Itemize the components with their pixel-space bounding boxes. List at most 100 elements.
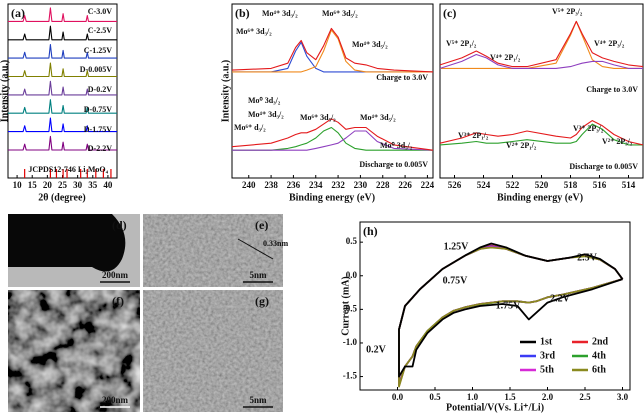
x-tick-label: 514 <box>622 180 636 190</box>
series-line <box>8 135 117 151</box>
series-line <box>8 44 117 59</box>
fringe-marker <box>237 238 274 260</box>
scale-label: 5nm <box>249 270 267 280</box>
scale-label: 5nm <box>249 395 267 405</box>
annotation: Mo⁶⁺ 3d₅/₂ <box>300 113 336 122</box>
scale-label: 200nm <box>102 395 129 405</box>
fringe-label: 0.33nm <box>263 239 288 248</box>
annotation: 1.25V <box>444 241 470 252</box>
x-tick-label: 526 <box>448 180 462 190</box>
y-tick-label: 0.0 <box>346 270 358 280</box>
y-axis-title: Intensity (a.u.) <box>0 60 10 123</box>
annotation: V²⁺ 2P₃/₂ <box>602 137 633 146</box>
tem-image <box>143 214 283 287</box>
legend-label: 3rd <box>540 350 555 361</box>
x-tick-label: 516 <box>593 180 607 190</box>
tem-overlay <box>143 214 283 287</box>
series-line <box>439 20 644 68</box>
y-tick-label: 0.5 <box>346 236 358 246</box>
series-line <box>8 7 117 22</box>
x-tick-label: 230 <box>354 180 368 190</box>
series-line <box>232 41 433 73</box>
annotation: V²⁺ 2P₁/₂ <box>506 141 537 150</box>
x-tick-label: 40 <box>103 180 113 190</box>
tem-particle <box>8 214 126 272</box>
annotation: Mo⁴⁺ 3d₃/₂ <box>248 110 284 119</box>
tem-image <box>8 290 140 412</box>
image-label: (f) <box>112 294 124 308</box>
annotation: V³⁺ 2P₁/₂ <box>458 131 489 140</box>
y-axis-title: Current (mA) <box>340 276 351 336</box>
x-tick-label: 238 <box>264 180 278 190</box>
x-tick-label: 522 <box>506 180 520 190</box>
series-line <box>398 242 624 378</box>
y-tick-label: -1.5 <box>343 371 358 381</box>
x-tick-label: 524 <box>477 180 491 190</box>
annotation: Mo⁰ 3d₅/₂ <box>380 141 413 150</box>
series-line <box>232 29 433 73</box>
image-label: (g) <box>255 294 269 308</box>
x-tick-label: 228 <box>376 180 390 190</box>
scale-label: 200nm <box>102 270 129 280</box>
x-tick-label: 234 <box>309 180 323 190</box>
series-line <box>8 117 117 133</box>
annotation: 2.2V <box>550 293 571 304</box>
x-axis-title: 2θ (degree) <box>38 192 86 203</box>
series-label: C-2.5V <box>88 26 112 35</box>
panel-label: (a) <box>11 6 25 20</box>
image-label: (e) <box>255 218 268 232</box>
x-axis-title: Potential/V(Vs. Li⁺/Li) <box>446 402 544 413</box>
x-tick-label: 30 <box>73 180 83 190</box>
series-label: D-2.2V <box>88 144 112 153</box>
annotation: Mo⁴⁺ 3d₃/₂ <box>262 9 298 18</box>
x-tick-label: 1.0 <box>467 392 479 402</box>
x-axis-title: Binding energy (eV) <box>497 192 583 203</box>
panel-label: (c) <box>443 6 456 20</box>
series-label: D-0.005V <box>80 65 112 74</box>
annotation: Charge to 3.0V <box>376 73 428 82</box>
x-tick-label: 224 <box>421 180 435 190</box>
annotation: Mo⁴⁺ 3d₅/₂ <box>360 113 396 122</box>
annotation: V⁴⁺ 2P₁/₂ <box>490 53 521 62</box>
x-tick-label: 226 <box>398 180 412 190</box>
annotation: Mo⁶⁺ 3d₅/₂ <box>322 9 358 18</box>
x-tick-label: 236 <box>287 180 301 190</box>
series-line <box>398 246 624 387</box>
annotation: V⁵⁺ 2P₃/₂ <box>552 7 583 16</box>
x-tick-label: 518 <box>564 180 578 190</box>
series-line <box>8 25 117 41</box>
annotation: Mo⁰ 3d₃/₂ <box>248 96 281 105</box>
x-tick-label: 2.0 <box>542 392 554 402</box>
x-tick-label: 2.5 <box>579 392 591 402</box>
legend-label: 5th <box>540 364 554 375</box>
series-line <box>231 118 434 151</box>
annotation: Mo⁶⁺ d₃/₂ <box>234 123 266 132</box>
tem-image <box>143 290 283 412</box>
annotation: Discharge to 0.005V <box>569 162 638 171</box>
series-line <box>398 246 624 387</box>
annotation: 0.2V <box>366 344 387 355</box>
plot-frame <box>231 3 434 179</box>
x-tick-label: 3.0 <box>617 392 629 402</box>
annotation: V⁴⁺ 2P₃/₂ <box>594 39 625 48</box>
x-tick-label: 232 <box>331 180 345 190</box>
legend-label: 6th <box>592 364 606 375</box>
legend-label: 1st <box>540 336 553 347</box>
legend-label: 2nd <box>592 336 609 347</box>
annotation: Mo⁴⁺ 3d₅/₂ <box>352 40 388 49</box>
series-line <box>440 20 643 69</box>
x-tick-label: 25 <box>58 180 68 190</box>
x-tick-label: 0.5 <box>429 392 441 402</box>
series-label: C-3.0V <box>88 7 112 16</box>
annotation: Mo⁶⁺ 3d₃/₂ <box>236 27 272 36</box>
reference-label: JCPDS12-746 Li₂MoO₄ <box>28 165 108 174</box>
annotation: Discharge to 0.005V <box>359 160 428 169</box>
annotation: V³⁺ 2P₃/₂ <box>573 124 604 133</box>
image-label: (d) <box>112 218 127 232</box>
x-tick-label: 35 <box>88 180 98 190</box>
x-tick-label: 20 <box>43 180 53 190</box>
series-line <box>439 120 644 146</box>
series-line <box>398 246 624 388</box>
x-tick-label: 15 <box>28 180 38 190</box>
x-tick-label: 10 <box>13 180 23 190</box>
